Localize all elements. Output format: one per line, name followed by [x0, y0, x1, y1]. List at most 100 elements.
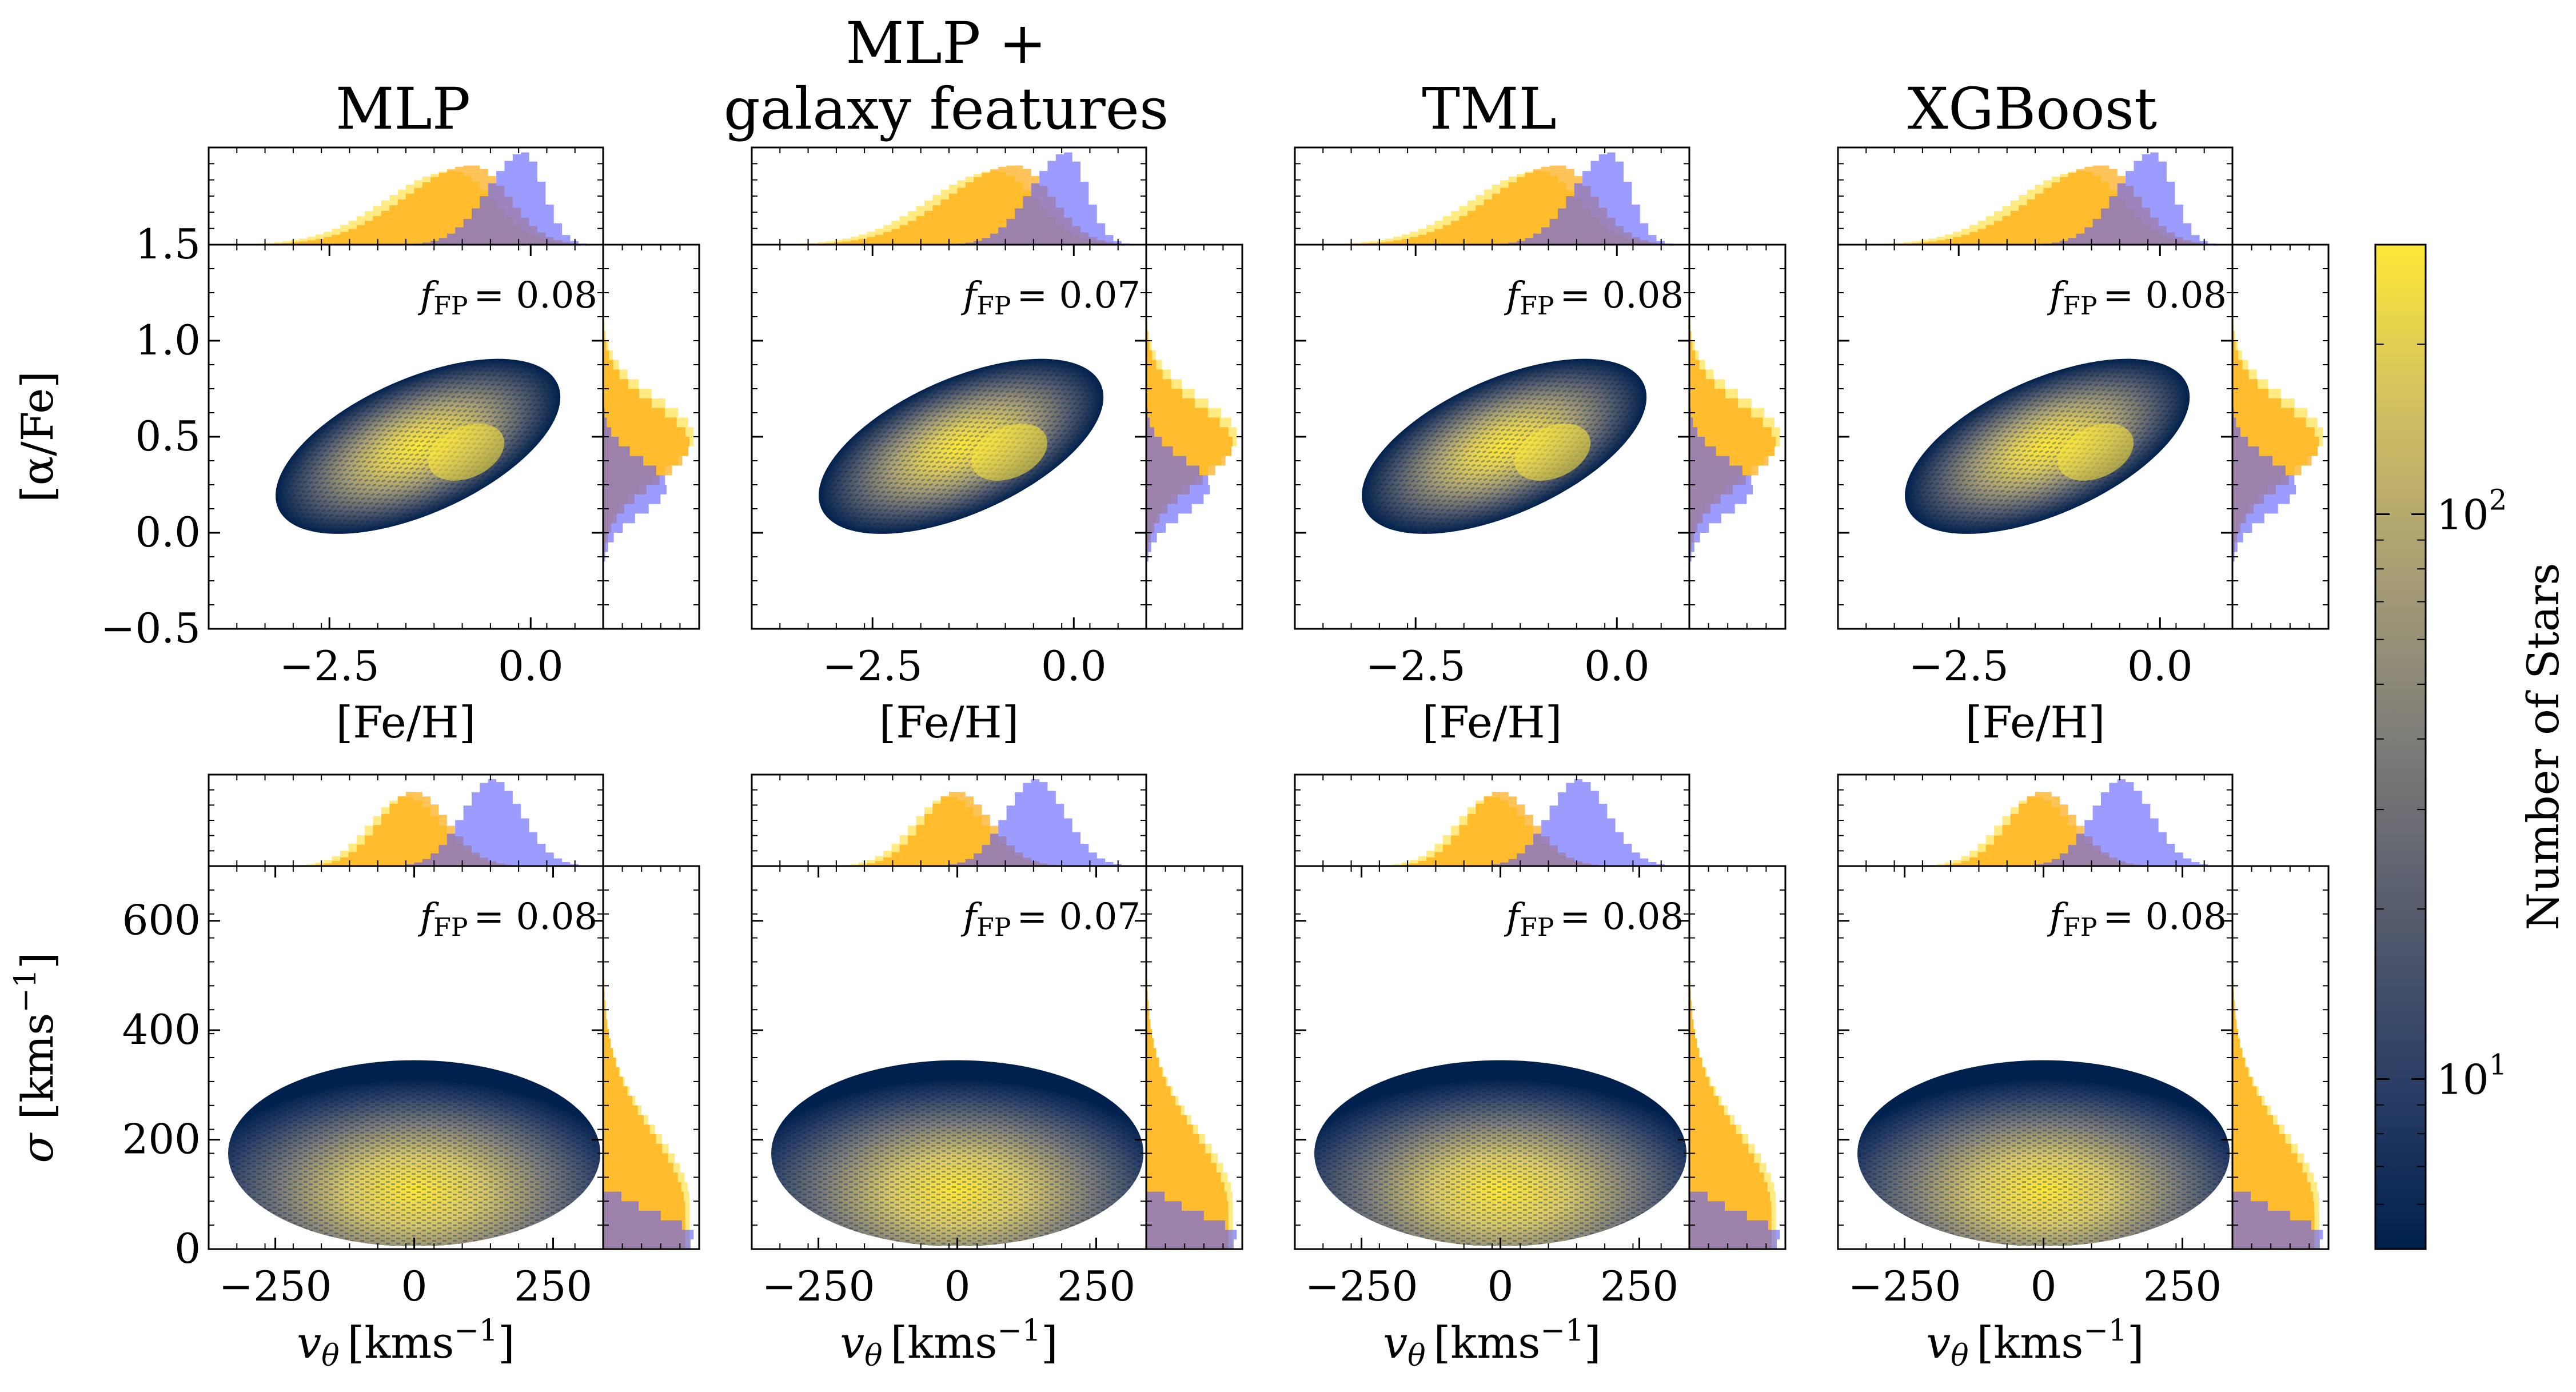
- panel-chemistry-2: −2.5 0.0 [Fe/H] fFP = 0.08: [1294, 146, 1787, 748]
- side-marginal: [602, 244, 700, 630]
- f-fp-subscript: FP: [433, 913, 468, 942]
- x-label-exp: −1: [1540, 1314, 1584, 1348]
- y-label-exp: −1: [9, 969, 43, 1013]
- panel-kinematics-2: −250 0 250 vθ [kms−1] fFP = 0.08: [1294, 773, 1787, 1373]
- title-mlp-galaxy-line1: MLP +: [846, 10, 1047, 77]
- top-marginal: [1837, 773, 2234, 867]
- f-fp-annotation: fFP = 0.08: [1504, 274, 1684, 321]
- side-marginal: [1145, 865, 1243, 1250]
- x-label-sub: θ: [864, 1339, 882, 1373]
- y-tick-label: 400: [122, 1006, 201, 1054]
- density-heatmap: [753, 1060, 1145, 1249]
- x-tick-label: 250: [1057, 1262, 1135, 1310]
- panel-grid: −2.5 0.0 −0.5 0.0 0.5 1.0 1.5 [Fe/H] [α/Fe] fFP = …: [9, 146, 2330, 1373]
- density-speckle: [771, 1060, 1144, 1247]
- x-axis-label: [Fe/H]: [1965, 697, 2106, 748]
- y-tick-label: 600: [122, 896, 201, 944]
- top-hist-insitu: [209, 152, 603, 245]
- f-fp-subscript: FP: [2063, 913, 2097, 942]
- side-hist-insitu: [2232, 866, 2323, 1249]
- f-fp-annotation: fFP = 0.07: [961, 896, 1141, 942]
- side-marginal: [1145, 244, 1243, 630]
- panel-chemistry-1: −2.5 0.0 [Fe/H] fFP = 0.07: [751, 146, 1243, 748]
- top-hist-accreted-pred: [752, 792, 1146, 866]
- top-hist-insitu: [1295, 152, 1689, 245]
- top-marginal: [1294, 146, 1690, 246]
- density-speckle: [276, 358, 561, 534]
- side-marginal: [602, 865, 700, 1250]
- y-tick-label: −0.5: [101, 604, 201, 652]
- y-label-close: ]: [12, 952, 63, 969]
- density-speckle: [228, 1060, 601, 1247]
- x-tick-label: 0: [1488, 1262, 1514, 1310]
- panel-chemistry-3: −2.5 0.0 [Fe/H] fFP = 0.08: [1837, 146, 2330, 748]
- title-xgboost: XGBoost: [1908, 75, 2157, 142]
- top-hist-insitu: [752, 779, 1146, 866]
- top-hist-accreted-pred: [209, 792, 603, 866]
- x-tick-label: 0.0: [1041, 642, 1107, 690]
- f-fp-value: = 0.08: [2103, 896, 2227, 938]
- top-marginal: [208, 773, 604, 867]
- x-tick-label: 0: [944, 1262, 971, 1310]
- colorbar-gradient: [2374, 244, 2427, 1250]
- x-tick-label: −250: [219, 1262, 332, 1310]
- side-hist-insitu: [1689, 866, 1780, 1249]
- density-heatmap: [210, 1060, 602, 1249]
- f-fp-subscript: FP: [1520, 292, 1554, 321]
- x-label-exp: −1: [454, 1314, 498, 1348]
- title-mlp: MLP: [336, 75, 470, 142]
- title-tml: TML: [1422, 75, 1557, 142]
- colorbar-tick-label: 102: [2437, 483, 2507, 539]
- side-hist-insitu: [603, 245, 667, 629]
- f-fp-value: = 0.07: [1017, 896, 1141, 938]
- side-hist-accreted-pred: [2232, 245, 2319, 629]
- colorbar-tick-exp: 1: [2489, 1048, 2507, 1082]
- colorbar-tick-base: 10: [2437, 1056, 2489, 1104]
- side-hist-accreted-pred: [1146, 245, 1233, 629]
- top-hist-insitu: [209, 779, 603, 866]
- column-titles: MLP MLP + galaxy features TML XGBoost: [336, 10, 2157, 142]
- density-peak: [2057, 423, 2134, 481]
- f-fp-subscript: FP: [976, 913, 1011, 942]
- x-label-unit: [kms: [348, 1317, 454, 1368]
- x-tick-label: 0.0: [2127, 642, 2193, 690]
- side-marginal: [2231, 865, 2330, 1250]
- x-tick-label: −250: [1848, 1262, 1961, 1310]
- density-heatmap: [1362, 358, 1647, 534]
- side-hist-accreted-pred: [1689, 245, 1776, 629]
- top-hist-insitu: [1295, 779, 1689, 866]
- top-marginal: [208, 146, 604, 246]
- f-fp-subscript: FP: [433, 292, 468, 321]
- side-hist-insitu: [1689, 245, 1753, 629]
- top-marginal: [751, 146, 1147, 246]
- x-tick-label: −250: [1305, 1262, 1418, 1310]
- y-tick-label: 0.0: [135, 508, 201, 556]
- f-fp-value: = 0.07: [1017, 274, 1141, 317]
- side-hist-insitu: [1146, 866, 1237, 1249]
- side-hist-insitu: [1146, 245, 1210, 629]
- f-fp-annotation: fFP = 0.08: [2047, 896, 2227, 942]
- f-fp-annotation: fFP = 0.08: [418, 274, 597, 321]
- x-axis-label: vθ [kms−1]: [1926, 1314, 2144, 1373]
- f-fp-subscript: FP: [976, 292, 1011, 321]
- y-tick-label: 0: [174, 1225, 201, 1273]
- side-marginal: [2231, 244, 2330, 630]
- colorbar-label: Number of Stars: [2518, 563, 2569, 931]
- x-tick-label: −2.5: [1909, 642, 2009, 690]
- f-fp-subscript: FP: [1520, 913, 1554, 942]
- x-label-sub: θ: [1951, 1339, 1968, 1373]
- side-hist-accreted-pred: [1689, 866, 1772, 1249]
- f-fp-annotation: fFP = 0.08: [418, 896, 597, 942]
- x-tick-label: 0.0: [1584, 642, 1650, 690]
- x-label-exp: −1: [997, 1314, 1041, 1348]
- f-fp-annotation: fFP = 0.07: [961, 274, 1141, 321]
- f-fp-annotation: fFP = 0.08: [2047, 274, 2227, 321]
- y-axis-label: σ [kms−1]: [9, 952, 63, 1163]
- x-axis-label: [Fe/H]: [1422, 697, 1562, 748]
- x-axis-label: [Fe/H]: [336, 697, 476, 748]
- x-label-close: ]: [1584, 1317, 1601, 1368]
- f-fp-value: = 0.08: [2103, 274, 2227, 317]
- f-fp-annotation: fFP = 0.08: [1504, 896, 1684, 942]
- top-marginal: [1837, 146, 2234, 246]
